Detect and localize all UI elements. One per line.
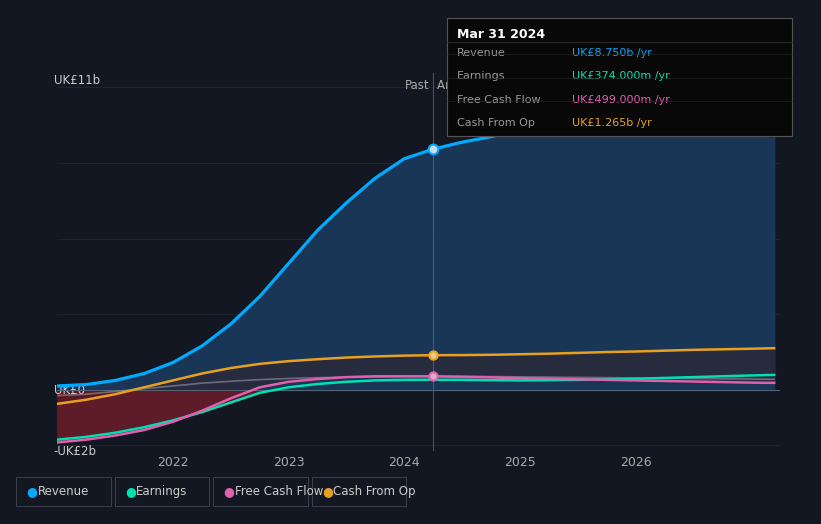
- Text: ●: ●: [26, 485, 37, 498]
- Text: Revenue: Revenue: [38, 485, 89, 498]
- Text: ●: ●: [322, 485, 333, 498]
- Text: Analysts Forecasts: Analysts Forecasts: [437, 79, 547, 92]
- Text: -UK£2b: -UK£2b: [54, 445, 97, 458]
- Text: UK£0: UK£0: [54, 384, 85, 397]
- Text: Free Cash Flow: Free Cash Flow: [235, 485, 323, 498]
- Text: Earnings: Earnings: [136, 485, 188, 498]
- Text: ●: ●: [223, 485, 234, 498]
- Text: UK£8.750b /yr: UK£8.750b /yr: [572, 48, 652, 58]
- Text: UK£1.265b /yr: UK£1.265b /yr: [572, 118, 652, 128]
- Text: Cash From Op: Cash From Op: [333, 485, 415, 498]
- Text: UK£374.000m /yr: UK£374.000m /yr: [572, 71, 670, 81]
- Text: Revenue: Revenue: [457, 48, 506, 58]
- Text: Free Cash Flow: Free Cash Flow: [457, 95, 541, 105]
- Text: UK£11b: UK£11b: [54, 74, 100, 87]
- Text: UK£499.000m /yr: UK£499.000m /yr: [572, 95, 670, 105]
- Text: Mar 31 2024: Mar 31 2024: [457, 28, 545, 41]
- Text: Earnings: Earnings: [457, 71, 506, 81]
- Text: Past: Past: [405, 79, 429, 92]
- Text: Cash From Op: Cash From Op: [457, 118, 535, 128]
- Text: ●: ●: [125, 485, 135, 498]
